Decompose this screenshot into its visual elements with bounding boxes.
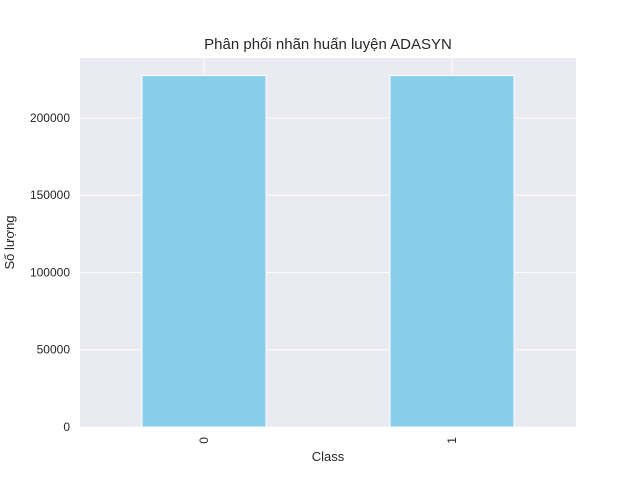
x-tick-label: 1 [445,437,459,444]
y-tick-label: 150000 [30,188,70,202]
chart-title: Phân phối nhãn huấn luyện ADASYN [204,36,452,53]
bars [141,75,515,428]
y-tick-label: 200000 [30,111,70,125]
y-ticks: 0 50000 100000 150000 200000 [30,111,70,434]
y-tick-label: 100000 [30,265,70,279]
bar-class-0 [141,75,267,428]
bar-class-1 [389,75,515,428]
y-tick-label: 50000 [37,343,71,357]
y-tick-label: 0 [63,420,70,434]
x-axis-label: Class [312,449,345,464]
y-axis-label: Số lượng [2,215,17,269]
x-tick-label: 0 [197,437,211,444]
